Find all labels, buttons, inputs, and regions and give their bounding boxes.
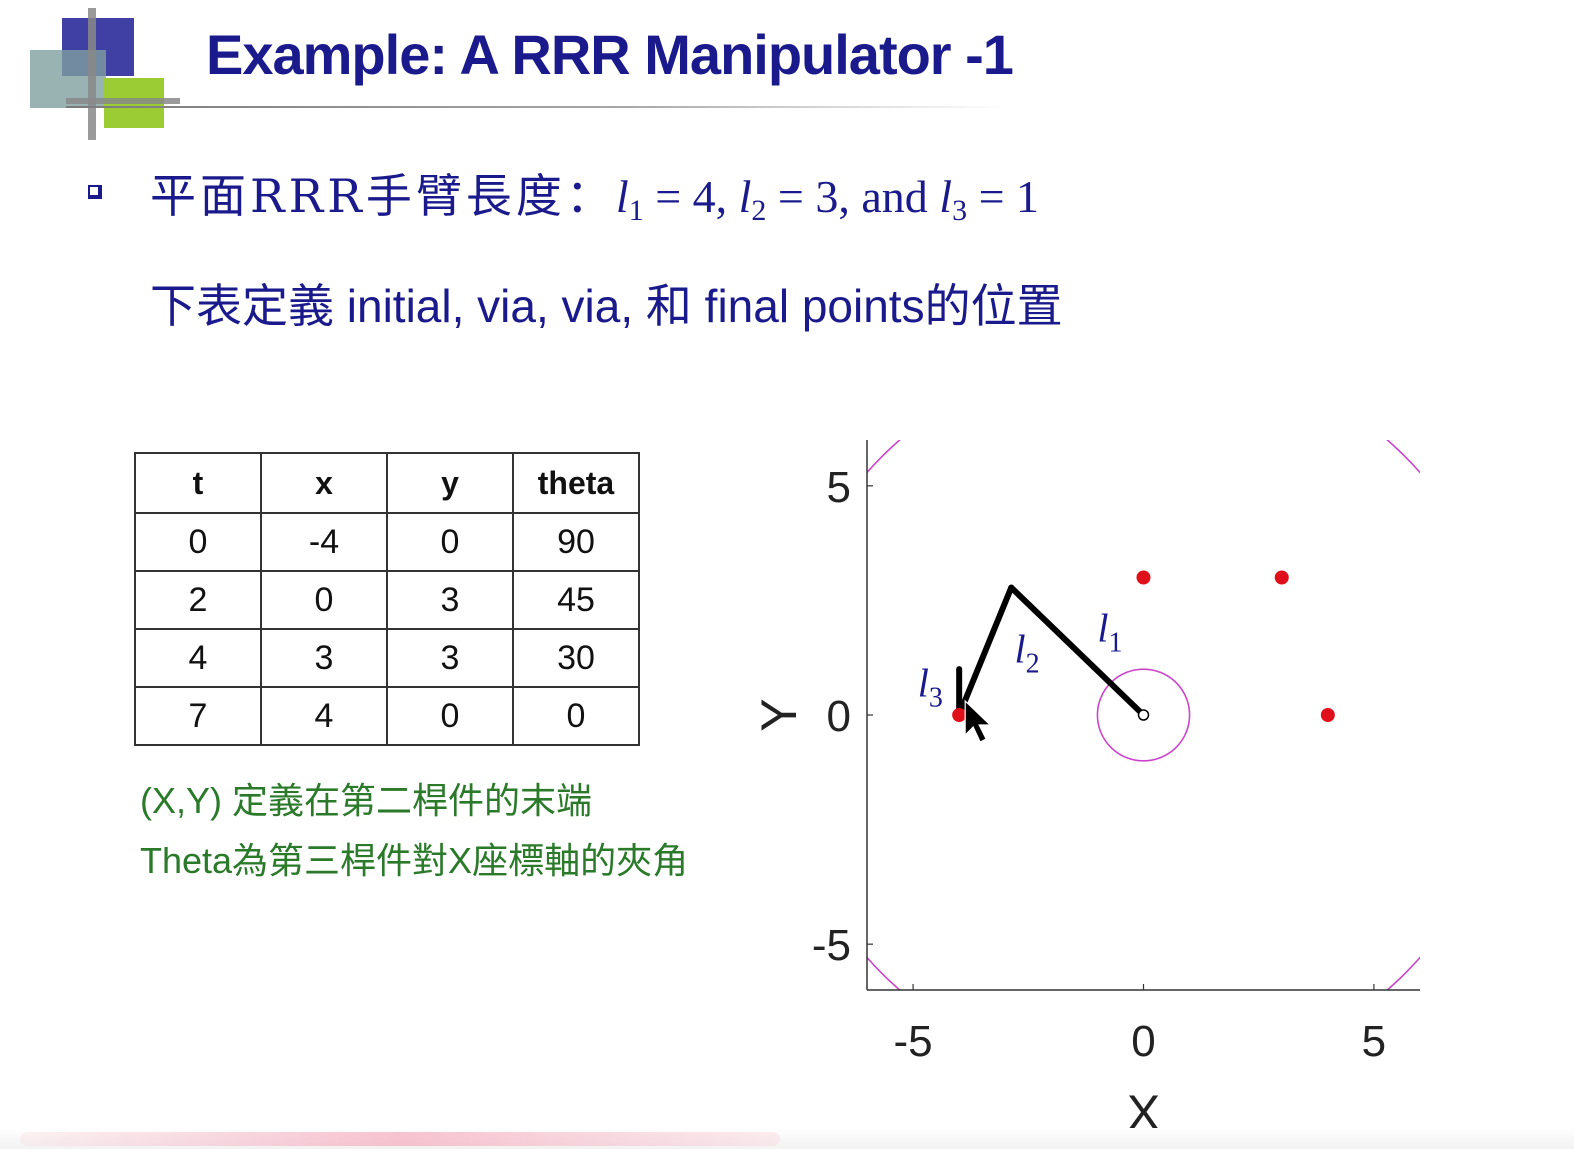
l1-symbol: l xyxy=(615,171,629,222)
target-point xyxy=(1136,570,1151,585)
table-header-row: t x y theta xyxy=(134,452,640,514)
cell: 4 xyxy=(134,628,262,688)
bullet-arm-lengths: 平面RRR手臂長度：l1 = 4, l2 = 3, and l3 = 1 xyxy=(150,160,1039,228)
x-tick-label: 0 xyxy=(1131,1017,1155,1066)
header-t: t xyxy=(134,452,262,514)
cell: -4 xyxy=(260,512,388,572)
y-axis-label: Y xyxy=(751,698,807,731)
table-row: 7 4 0 0 xyxy=(134,686,640,746)
link-label-1: l1 xyxy=(1097,606,1122,659)
cell: 0 xyxy=(386,686,514,746)
workspace-circle-1 xyxy=(867,440,1420,990)
y-tick-label: 5 xyxy=(827,463,851,512)
slide-logo xyxy=(30,8,180,140)
target-point xyxy=(952,708,967,722)
cell: 30 xyxy=(512,628,640,688)
l3-subscript: 3 xyxy=(952,194,968,227)
cell: 3 xyxy=(386,570,514,630)
link-label-subscript: 3 xyxy=(929,683,943,714)
table-row: 4 3 3 30 xyxy=(134,628,640,688)
link-2 xyxy=(956,584,1015,718)
trajectory-table: t x y theta 0 -4 0 90 2 0 3 45 4 3 3 30 … xyxy=(134,452,640,746)
header-theta: theta xyxy=(512,452,640,514)
mouse-cursor-icon xyxy=(964,699,992,743)
note-theta-definition: Theta為第三桿件對X座標軸的夾角 xyxy=(140,840,689,881)
target-point xyxy=(1274,570,1289,585)
cell: 90 xyxy=(512,512,640,572)
cell: 45 xyxy=(512,570,640,630)
arm-length-label: 平面RRR手臂長度： xyxy=(150,169,616,223)
pink-annotation-stroke xyxy=(20,1132,780,1146)
slide-title: Example: A RRR Manipulator -1 xyxy=(206,23,1014,86)
x-tick-label: -5 xyxy=(894,1017,933,1066)
link-1 xyxy=(1008,584,1147,718)
link-label-2: l2 xyxy=(1014,626,1039,679)
link-label-subscript: 1 xyxy=(1109,628,1123,659)
l3-symbol: l xyxy=(939,171,953,222)
bullet-square-icon xyxy=(88,185,102,199)
cell: 0 xyxy=(134,512,262,572)
table-row: 2 0 3 45 xyxy=(134,570,640,630)
x-tick-label: 5 xyxy=(1362,1017,1386,1066)
points-description: 下表定義 initial, via, via, 和 final points的位… xyxy=(150,280,1063,332)
cell: 7 xyxy=(134,686,262,746)
x-axis-label: X xyxy=(1127,1085,1160,1130)
l2-subscript: 2 xyxy=(751,194,767,227)
note-xy-definition: (X,Y) 定義在第二桿件的末端 xyxy=(140,780,593,821)
header-y: y xyxy=(386,452,514,514)
workspace-plot: -5 0 5 5 0 -5 X Yl1 l2 l3 xyxy=(751,440,1420,1130)
cell: 3 xyxy=(386,628,514,688)
cell: 2 xyxy=(134,570,262,630)
target-point xyxy=(1320,708,1335,722)
table-row: 0 -4 0 90 xyxy=(134,512,640,572)
link-label-subscript: 2 xyxy=(1026,648,1040,679)
workspace-circle-2 xyxy=(1096,668,1191,762)
y-tick-label: -5 xyxy=(812,921,851,970)
l1-subscript: 1 xyxy=(628,194,644,227)
cell: 0 xyxy=(260,570,388,630)
cell: 4 xyxy=(260,686,388,746)
cell: 3 xyxy=(260,628,388,688)
link-label-3: l3 xyxy=(918,661,943,714)
l2-value: = 3, and xyxy=(766,171,940,222)
l3-value: = 1 xyxy=(967,171,1040,222)
y-tick-label: 0 xyxy=(827,692,851,741)
cell: 0 xyxy=(512,686,640,746)
base-joint xyxy=(1137,709,1150,721)
l2-symbol: l xyxy=(738,171,752,222)
cell: 0 xyxy=(386,512,514,572)
title-divider xyxy=(66,106,1006,108)
header-x: x xyxy=(260,452,388,514)
l1-value: = 4, xyxy=(643,171,739,222)
